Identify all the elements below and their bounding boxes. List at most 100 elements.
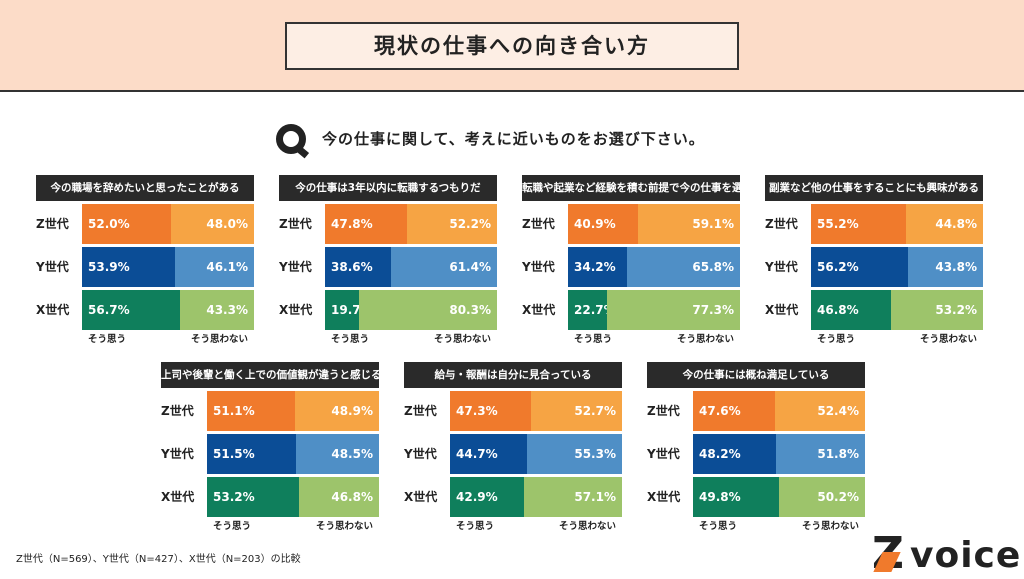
stacked-bar: 47.3% 52.7% xyxy=(450,391,622,431)
bar-segment-agree: 53.9% xyxy=(82,247,175,287)
legend: そう思う そう思わない xyxy=(811,330,983,350)
bar-segment-agree: 56.2% xyxy=(811,247,908,287)
generation-label: X世代 xyxy=(522,303,556,317)
generation-label: Z世代 xyxy=(404,404,437,418)
bar-segment-agree: 22.7% xyxy=(568,290,616,330)
bar-row: Y世代 34.2% 65.8% xyxy=(522,247,740,287)
legend: そう思う そう思わない xyxy=(325,330,497,350)
legend-agree: そう思う xyxy=(331,334,370,345)
generation-label: Z世代 xyxy=(36,217,69,231)
bar-segment-agree: 40.9% xyxy=(568,204,639,244)
bar-segment-disagree: 52.2% xyxy=(407,204,497,244)
chart-panel: 転職や起業など経験を積む前提で今の仕事を選んだ Z世代 40.9% 59.1% Y世代 3… xyxy=(522,175,740,350)
panel-title: 今の仕事は3年以内に転職するつもりだ xyxy=(279,175,497,201)
legend: そう思う そう思わない xyxy=(450,517,622,537)
bar-segment-agree: 56.7% xyxy=(82,290,180,330)
bar-row: X世代 46.8% 53.2% xyxy=(765,290,983,330)
stacked-bar: 53.2% 46.8% xyxy=(207,477,379,517)
bar-segment-disagree: 50.2% xyxy=(778,477,865,517)
bar-segment-disagree: 48.0% xyxy=(171,204,254,244)
bar-segment-agree: 48.2% xyxy=(693,434,776,474)
bar-row: X世代 19.7% 80.3% xyxy=(279,290,497,330)
legend-agree: そう思う xyxy=(699,521,738,532)
chart-panel: 今の仕事は3年以内に転職するつもりだ Z世代 47.8% 52.2% Y世代 38.6% 6… xyxy=(279,175,497,350)
bar-segment-disagree: 46.1% xyxy=(174,247,254,287)
bar-row: X世代 22.7% 77.3% xyxy=(522,290,740,330)
bar-segment-disagree: 52.4% xyxy=(774,391,865,431)
panel-title: 転職や起業など経験を積む前提で今の仕事を選んだ xyxy=(522,175,740,201)
stacked-bar: 19.7% 80.3% xyxy=(325,290,497,330)
page-title: 現状の仕事への向き合い方 xyxy=(285,22,739,70)
bar-row: Y世代 56.2% 43.8% xyxy=(765,247,983,287)
bar-segment-agree: 51.5% xyxy=(207,434,296,474)
bar-row: Z世代 47.8% 52.2% xyxy=(279,204,497,244)
legend-agree: そう思う xyxy=(817,334,856,345)
bar-segment-agree: 19.7% xyxy=(325,290,373,330)
chart-panel: 今の職場を辞めたいと思ったことがある Z世代 52.0% 48.0% Y世代 53.9% 4… xyxy=(36,175,254,350)
bar-segment-agree: 47.6% xyxy=(693,391,775,431)
bar-segment-disagree: 51.8% xyxy=(775,434,865,474)
stacked-bar: 22.7% 77.3% xyxy=(568,290,740,330)
legend-disagree: そう思わない xyxy=(801,521,859,532)
bar-row: Z世代 55.2% 44.8% xyxy=(765,204,983,244)
bar-segment-disagree: 44.8% xyxy=(905,204,983,244)
zvoice-logo: Z voice xyxy=(872,530,1022,576)
panel-title: 上司や後輩と働く上での価値観が違うと感じる xyxy=(161,362,379,388)
header-band: 現状の仕事への向き合い方 xyxy=(0,0,1024,92)
panel-title: 今の職場を辞めたいと思ったことがある xyxy=(36,175,254,201)
generation-label: Z世代 xyxy=(765,217,798,231)
stacked-bar: 47.6% 52.4% xyxy=(693,391,865,431)
bar-segment-agree: 51.1% xyxy=(207,391,295,431)
bar-segment-disagree: 46.8% xyxy=(298,477,379,517)
bar-row: Y世代 44.7% 55.3% xyxy=(404,434,622,474)
legend-disagree: そう思わない xyxy=(433,334,491,345)
stacked-bar: 38.6% 61.4% xyxy=(325,247,497,287)
bar-row: X世代 56.7% 43.3% xyxy=(36,290,254,330)
bar-row: Z世代 47.3% 52.7% xyxy=(404,391,622,431)
stacked-bar: 55.2% 44.8% xyxy=(811,204,983,244)
stacked-bar: 56.7% 43.3% xyxy=(82,290,254,330)
bar-segment-disagree: 43.3% xyxy=(179,290,254,330)
stacked-bar: 40.9% 59.1% xyxy=(568,204,740,244)
chart-panel: 給与・報酬は自分に見合っている Z世代 47.3% 52.7% Y世代 44.7% 55.3… xyxy=(404,362,622,537)
bar-row: Y世代 53.9% 46.1% xyxy=(36,247,254,287)
bar-row: X世代 42.9% 57.1% xyxy=(404,477,622,517)
legend-agree: そう思う xyxy=(213,521,252,532)
bar-segment-disagree: 57.1% xyxy=(523,477,622,517)
generation-label: Z世代 xyxy=(161,404,194,418)
generation-label: X世代 xyxy=(765,303,799,317)
bar-row: Y世代 48.2% 51.8% xyxy=(647,434,865,474)
chart-panel: 副業など他の仕事をすることにも興味がある Z世代 55.2% 44.8% Y世代 56.2… xyxy=(765,175,983,350)
bar-segment-disagree: 80.3% xyxy=(358,290,497,330)
bar-row: Y世代 38.6% 61.4% xyxy=(279,247,497,287)
stacked-bar: 56.2% 43.8% xyxy=(811,247,983,287)
bar-row: Z世代 51.1% 48.9% xyxy=(161,391,379,431)
bar-segment-disagree: 52.7% xyxy=(531,391,622,431)
legend: そう思う そう思わない xyxy=(82,330,254,350)
bar-segment-agree: 55.2% xyxy=(811,204,906,244)
generation-label: Y世代 xyxy=(36,260,69,274)
bar-row: X世代 53.2% 46.8% xyxy=(161,477,379,517)
bar-segment-disagree: 48.9% xyxy=(294,391,379,431)
generation-label: Y世代 xyxy=(161,447,194,461)
bar-segment-agree: 46.8% xyxy=(811,290,892,330)
panel-title: 副業など他の仕事をすることにも興味がある xyxy=(765,175,983,201)
bar-segment-disagree: 43.8% xyxy=(907,247,983,287)
legend: そう思う そう思わない xyxy=(693,517,865,537)
bar-segment-disagree: 65.8% xyxy=(626,247,740,287)
bar-segment-disagree: 53.2% xyxy=(891,290,983,330)
bar-segment-disagree: 77.3% xyxy=(607,290,740,330)
generation-label: Y世代 xyxy=(647,447,680,461)
chart-panel: 今の仕事には概ね満足している Z世代 47.6% 52.4% Y世代 48.2% 51.8%… xyxy=(647,362,865,537)
bar-row: X世代 49.8% 50.2% xyxy=(647,477,865,517)
legend: そう思う そう思わない xyxy=(568,330,740,350)
legend-agree: そう思う xyxy=(574,334,613,345)
sample-size-note: Z世代（N=569）、Y世代（N=427）、X世代（N=203）の比較 xyxy=(16,554,301,565)
stacked-bar: 51.5% 48.5% xyxy=(207,434,379,474)
legend-disagree: そう思わない xyxy=(190,334,248,345)
bar-segment-agree: 52.0% xyxy=(82,204,172,244)
stacked-bar: 49.8% 50.2% xyxy=(693,477,865,517)
bar-row: Z世代 40.9% 59.1% xyxy=(522,204,740,244)
generation-label: X世代 xyxy=(279,303,313,317)
bar-segment-agree: 49.8% xyxy=(693,477,779,517)
